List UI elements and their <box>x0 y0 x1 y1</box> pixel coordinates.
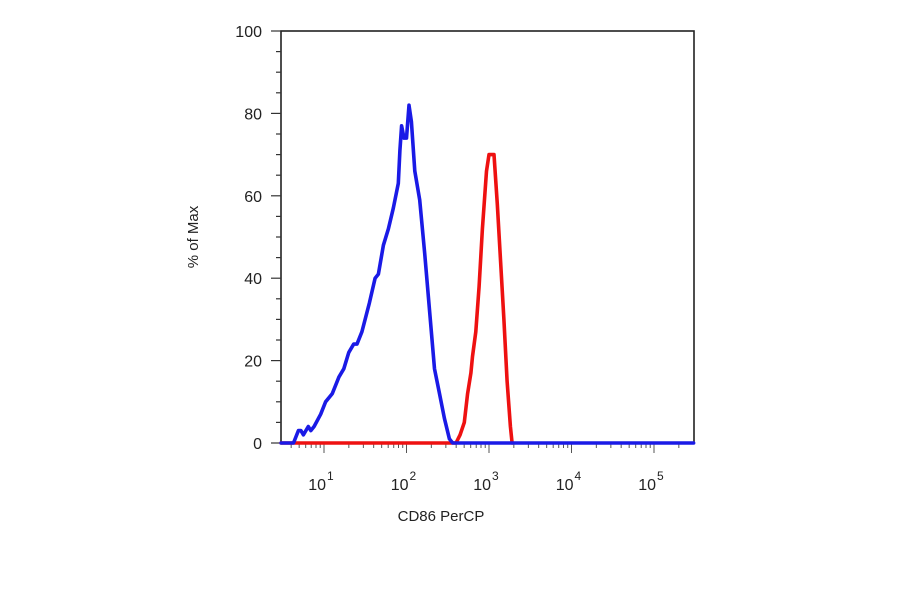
svg-text:4: 4 <box>575 469 582 483</box>
blue-histogram-line <box>279 103 696 445</box>
y-tick-label: 0 <box>253 436 262 453</box>
svg-text:1: 1 <box>327 469 334 483</box>
svg-text:10: 10 <box>308 477 326 494</box>
y-axis-label: % of Max <box>185 205 202 268</box>
svg-text:10: 10 <box>638 477 656 494</box>
red-histogram-line <box>279 152 514 445</box>
x-tick-label: 105 <box>638 469 664 494</box>
x-tick-label: 101 <box>308 469 334 494</box>
x-axis-label: CD86 PerCP <box>398 508 485 525</box>
x-tick-label: 102 <box>391 469 417 494</box>
series-layer <box>279 103 696 445</box>
x-tick-label: 104 <box>556 469 582 494</box>
y-tick-label: 20 <box>244 354 262 371</box>
svg-text:10: 10 <box>473 477 491 494</box>
y-tick-label: 100 <box>235 24 262 41</box>
svg-text:3: 3 <box>492 469 499 483</box>
y-axis: 0 20 40 60 80 100 <box>235 24 281 453</box>
y-tick-label: 60 <box>244 189 262 206</box>
y-tick-label: 80 <box>244 106 262 123</box>
x-tick-label: 103 <box>473 469 499 494</box>
svg-text:2: 2 <box>410 469 417 483</box>
y-tick-label: 40 <box>244 271 262 288</box>
svg-text:10: 10 <box>556 477 574 494</box>
svg-text:5: 5 <box>657 469 664 483</box>
svg-text:10: 10 <box>391 477 409 494</box>
plot-frame <box>280 30 695 444</box>
